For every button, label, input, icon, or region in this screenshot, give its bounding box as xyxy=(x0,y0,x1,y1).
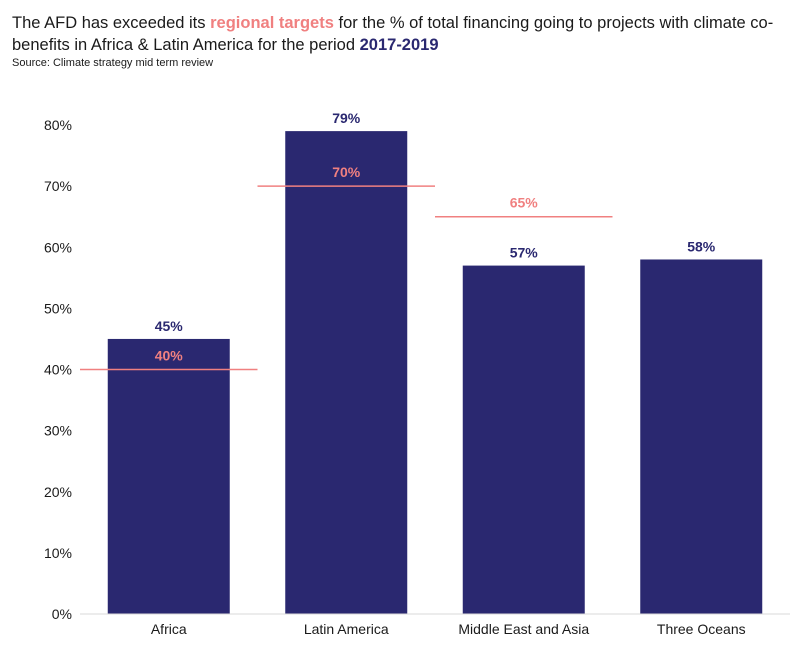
y-tick-label: 50% xyxy=(44,300,72,316)
chart-source: Source: Climate strategy mid term review xyxy=(12,57,214,69)
y-tick-label: 40% xyxy=(44,362,72,378)
title-segment-pink: regional targets xyxy=(210,14,334,32)
y-tick-label: 10% xyxy=(44,545,72,561)
x-category-label: Middle East and Asia xyxy=(458,621,589,637)
x-category-label: Africa xyxy=(151,621,187,637)
value-label: 57% xyxy=(510,245,539,261)
value-label: 58% xyxy=(687,238,716,254)
value-label: 79% xyxy=(332,110,361,126)
y-tick-label: 0% xyxy=(52,606,72,622)
y-tick-label: 20% xyxy=(44,484,72,500)
bar-middle-east-and-asia xyxy=(462,265,585,614)
chart-title: The AFD has exceeded its regional target… xyxy=(12,12,802,56)
value-label: 45% xyxy=(155,318,184,334)
title-segment-normal: for the % of total financing going to pr… xyxy=(12,14,774,54)
y-tick-label: 30% xyxy=(44,423,72,439)
x-category-label: Three Oceans xyxy=(657,621,746,637)
title-segment-normal: The AFD has exceeded its xyxy=(12,14,211,32)
x-category-label: Latin America xyxy=(304,621,389,637)
y-tick-label: 80% xyxy=(44,117,72,133)
target-label: 40% xyxy=(155,348,184,364)
title-block: The AFD has exceeded its regional target… xyxy=(12,12,802,69)
title-segment-navy: 2017-2019 xyxy=(359,36,439,54)
target-label: 70% xyxy=(332,164,361,180)
bar-africa xyxy=(107,338,230,614)
target-label: 65% xyxy=(510,195,539,211)
y-tick-label: 70% xyxy=(44,178,72,194)
y-tick-label: 60% xyxy=(44,239,72,255)
bar-three-oceans xyxy=(640,259,763,614)
bar-latin-america xyxy=(285,131,408,615)
